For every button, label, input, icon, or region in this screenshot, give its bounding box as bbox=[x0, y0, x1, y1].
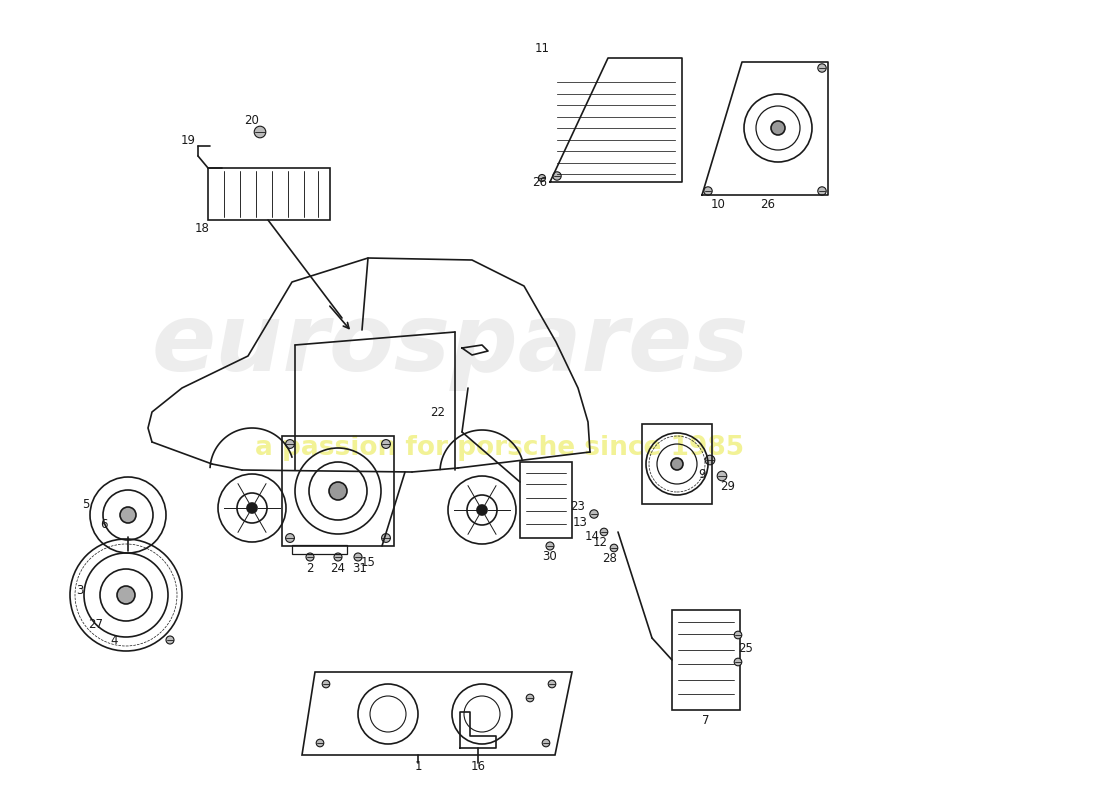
Circle shape bbox=[316, 739, 323, 747]
Circle shape bbox=[248, 503, 257, 513]
Circle shape bbox=[717, 471, 727, 481]
Text: 19: 19 bbox=[180, 134, 196, 146]
Circle shape bbox=[382, 534, 390, 542]
Text: 5: 5 bbox=[82, 498, 90, 510]
Bar bbox=[672, 610, 740, 710]
Circle shape bbox=[705, 455, 715, 465]
Circle shape bbox=[306, 553, 313, 561]
Text: 3: 3 bbox=[76, 583, 84, 597]
Text: 2: 2 bbox=[306, 562, 313, 574]
Bar bbox=[282, 436, 394, 546]
Bar bbox=[642, 424, 712, 504]
Text: 28: 28 bbox=[603, 553, 617, 566]
Circle shape bbox=[542, 739, 550, 747]
Text: 12: 12 bbox=[593, 537, 607, 550]
Circle shape bbox=[817, 64, 826, 72]
Circle shape bbox=[526, 694, 534, 702]
Text: 23: 23 bbox=[571, 501, 585, 514]
Text: 10: 10 bbox=[711, 198, 725, 210]
Circle shape bbox=[590, 510, 598, 518]
Circle shape bbox=[286, 534, 295, 542]
Text: 20: 20 bbox=[244, 114, 260, 127]
Circle shape bbox=[671, 458, 683, 470]
Bar bbox=[520, 462, 572, 538]
Circle shape bbox=[539, 174, 546, 182]
Text: 13: 13 bbox=[573, 515, 587, 529]
Circle shape bbox=[734, 631, 741, 638]
Text: 1: 1 bbox=[415, 761, 421, 774]
Text: 29: 29 bbox=[720, 481, 736, 494]
Text: eurospares: eurospares bbox=[152, 299, 749, 391]
Bar bbox=[292, 545, 346, 554]
Text: 30: 30 bbox=[542, 550, 558, 563]
Text: 15: 15 bbox=[361, 555, 375, 569]
Circle shape bbox=[553, 172, 561, 180]
Circle shape bbox=[546, 542, 554, 550]
Text: 26: 26 bbox=[760, 198, 775, 210]
Circle shape bbox=[120, 507, 136, 523]
Circle shape bbox=[166, 636, 174, 644]
Text: 7: 7 bbox=[702, 714, 710, 726]
Text: 18: 18 bbox=[195, 222, 209, 234]
Circle shape bbox=[477, 505, 487, 515]
Text: 26: 26 bbox=[532, 175, 548, 189]
Circle shape bbox=[334, 553, 342, 561]
Circle shape bbox=[610, 544, 618, 552]
Text: a passion for porsche since 1985: a passion for porsche since 1985 bbox=[255, 435, 745, 461]
Circle shape bbox=[734, 658, 741, 666]
Text: 9: 9 bbox=[698, 467, 706, 481]
Circle shape bbox=[322, 680, 330, 688]
Circle shape bbox=[704, 186, 712, 195]
Text: 4: 4 bbox=[110, 634, 118, 646]
Bar bbox=[208, 168, 330, 220]
Circle shape bbox=[329, 482, 346, 500]
Circle shape bbox=[817, 186, 826, 195]
Text: 11: 11 bbox=[535, 42, 550, 54]
Circle shape bbox=[354, 553, 362, 561]
Circle shape bbox=[771, 121, 785, 135]
Text: 24: 24 bbox=[330, 562, 345, 574]
Circle shape bbox=[548, 680, 556, 688]
Text: 16: 16 bbox=[471, 761, 485, 774]
Circle shape bbox=[117, 586, 135, 604]
Text: 25: 25 bbox=[738, 642, 754, 654]
Circle shape bbox=[286, 440, 295, 448]
Circle shape bbox=[601, 528, 608, 536]
Text: 6: 6 bbox=[100, 518, 108, 530]
Circle shape bbox=[382, 440, 390, 448]
Text: 22: 22 bbox=[430, 406, 446, 418]
Text: 31: 31 bbox=[353, 562, 367, 574]
Circle shape bbox=[254, 126, 266, 138]
Text: 27: 27 bbox=[88, 618, 103, 631]
Text: 14: 14 bbox=[584, 530, 600, 542]
